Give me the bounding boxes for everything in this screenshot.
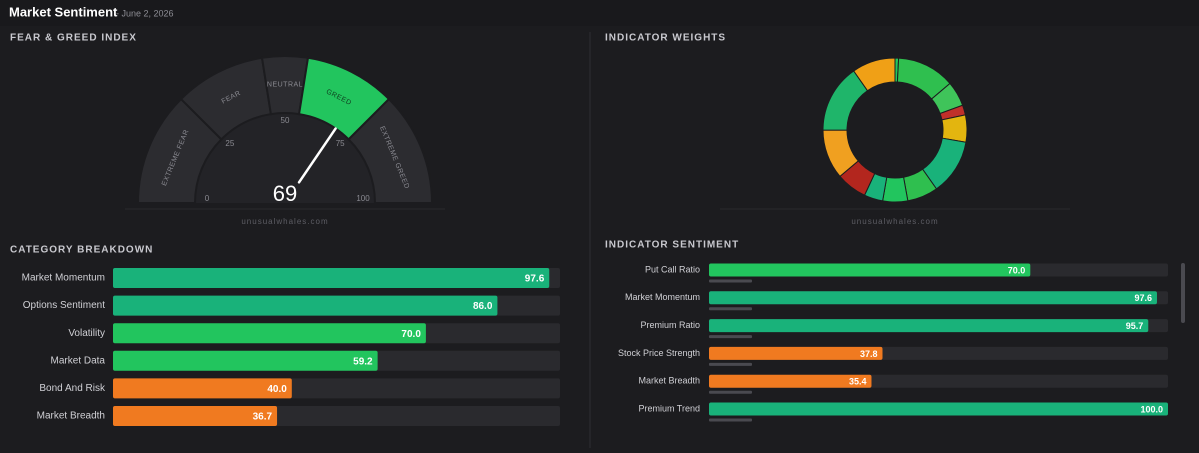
bar — [709, 291, 1157, 305]
bar-subtrack — [709, 279, 752, 283]
donut-slice — [941, 114, 968, 143]
gauge-needle — [297, 127, 337, 184]
section-title: CATEGORY BREAKDOWN — [10, 245, 153, 256]
bar — [709, 263, 1031, 277]
bar-label: Put Call Ratio — [645, 264, 700, 274]
page-date: - June 2, 2026 — [116, 8, 174, 18]
bar-value: 35.4 — [849, 377, 867, 387]
gauge-tick-label: 25 — [225, 139, 234, 148]
bar-label: Bond And Risk — [39, 383, 106, 394]
bar — [113, 295, 498, 316]
watermark: unusualwhales.com — [241, 217, 328, 226]
header-bar — [0, 0, 1199, 26]
gauge-tick-label: 75 — [336, 139, 345, 148]
bar-value: 70.0 — [1008, 265, 1026, 275]
bar-value: 59.2 — [353, 356, 373, 367]
bar-value: 95.7 — [1126, 321, 1144, 331]
bar — [113, 323, 426, 344]
gauge-band — [347, 97, 434, 204]
bar-label: Volatility — [68, 328, 105, 339]
bar-value: 97.6 — [525, 274, 545, 285]
bar-label: Market Breadth — [37, 411, 105, 422]
bar-value: 97.6 — [1134, 293, 1152, 303]
bar — [709, 346, 883, 360]
bar-value: 70.0 — [401, 329, 421, 340]
bar — [709, 319, 1149, 333]
bar-label: Stock Price Strength — [618, 348, 700, 358]
bar-label: Premium Trend — [638, 403, 700, 413]
band-label: NEUTRAL — [267, 81, 303, 88]
bar-label: Market Momentum — [22, 273, 105, 284]
bar-label: Premium Ratio — [640, 320, 700, 330]
gauge-value: 69 — [273, 181, 297, 206]
bar-value: 36.7 — [253, 412, 273, 423]
page-title: Market Sentiment — [9, 4, 118, 19]
bar-subtrack — [709, 362, 752, 366]
bar-subtrack — [709, 335, 752, 339]
section-title: INDICATOR WEIGHTS — [605, 33, 726, 44]
gauge-tick-label: 100 — [356, 194, 370, 203]
bar-label: Market Momentum — [625, 292, 700, 302]
bar-label: Options Sentiment — [23, 300, 105, 311]
bar — [113, 350, 378, 371]
section-title: FEAR & GREED INDEX — [10, 33, 137, 44]
bar-label: Market Breadth — [638, 376, 700, 386]
bar-value: 37.8 — [860, 349, 878, 359]
bar — [709, 402, 1168, 416]
bar-value: 100.0 — [1140, 404, 1163, 414]
section-title: INDICATOR SENTIMENT — [605, 240, 739, 251]
scrollbar[interactable] — [1181, 263, 1185, 323]
donut-slice — [853, 57, 896, 92]
bar-value: 40.0 — [267, 384, 287, 395]
bar-subtrack — [709, 307, 752, 311]
watermark: unusualwhales.com — [851, 217, 938, 226]
bar-label: Market Data — [51, 355, 106, 366]
gauge-tick-label: 50 — [281, 116, 290, 125]
bar-value: 86.0 — [473, 301, 493, 312]
bar — [709, 374, 872, 388]
bar — [113, 268, 550, 288]
bar — [113, 406, 278, 426]
bar-subtrack — [709, 390, 752, 394]
bar — [113, 378, 292, 399]
bar-subtrack — [709, 418, 752, 422]
gauge-tick-label: 0 — [205, 194, 210, 203]
